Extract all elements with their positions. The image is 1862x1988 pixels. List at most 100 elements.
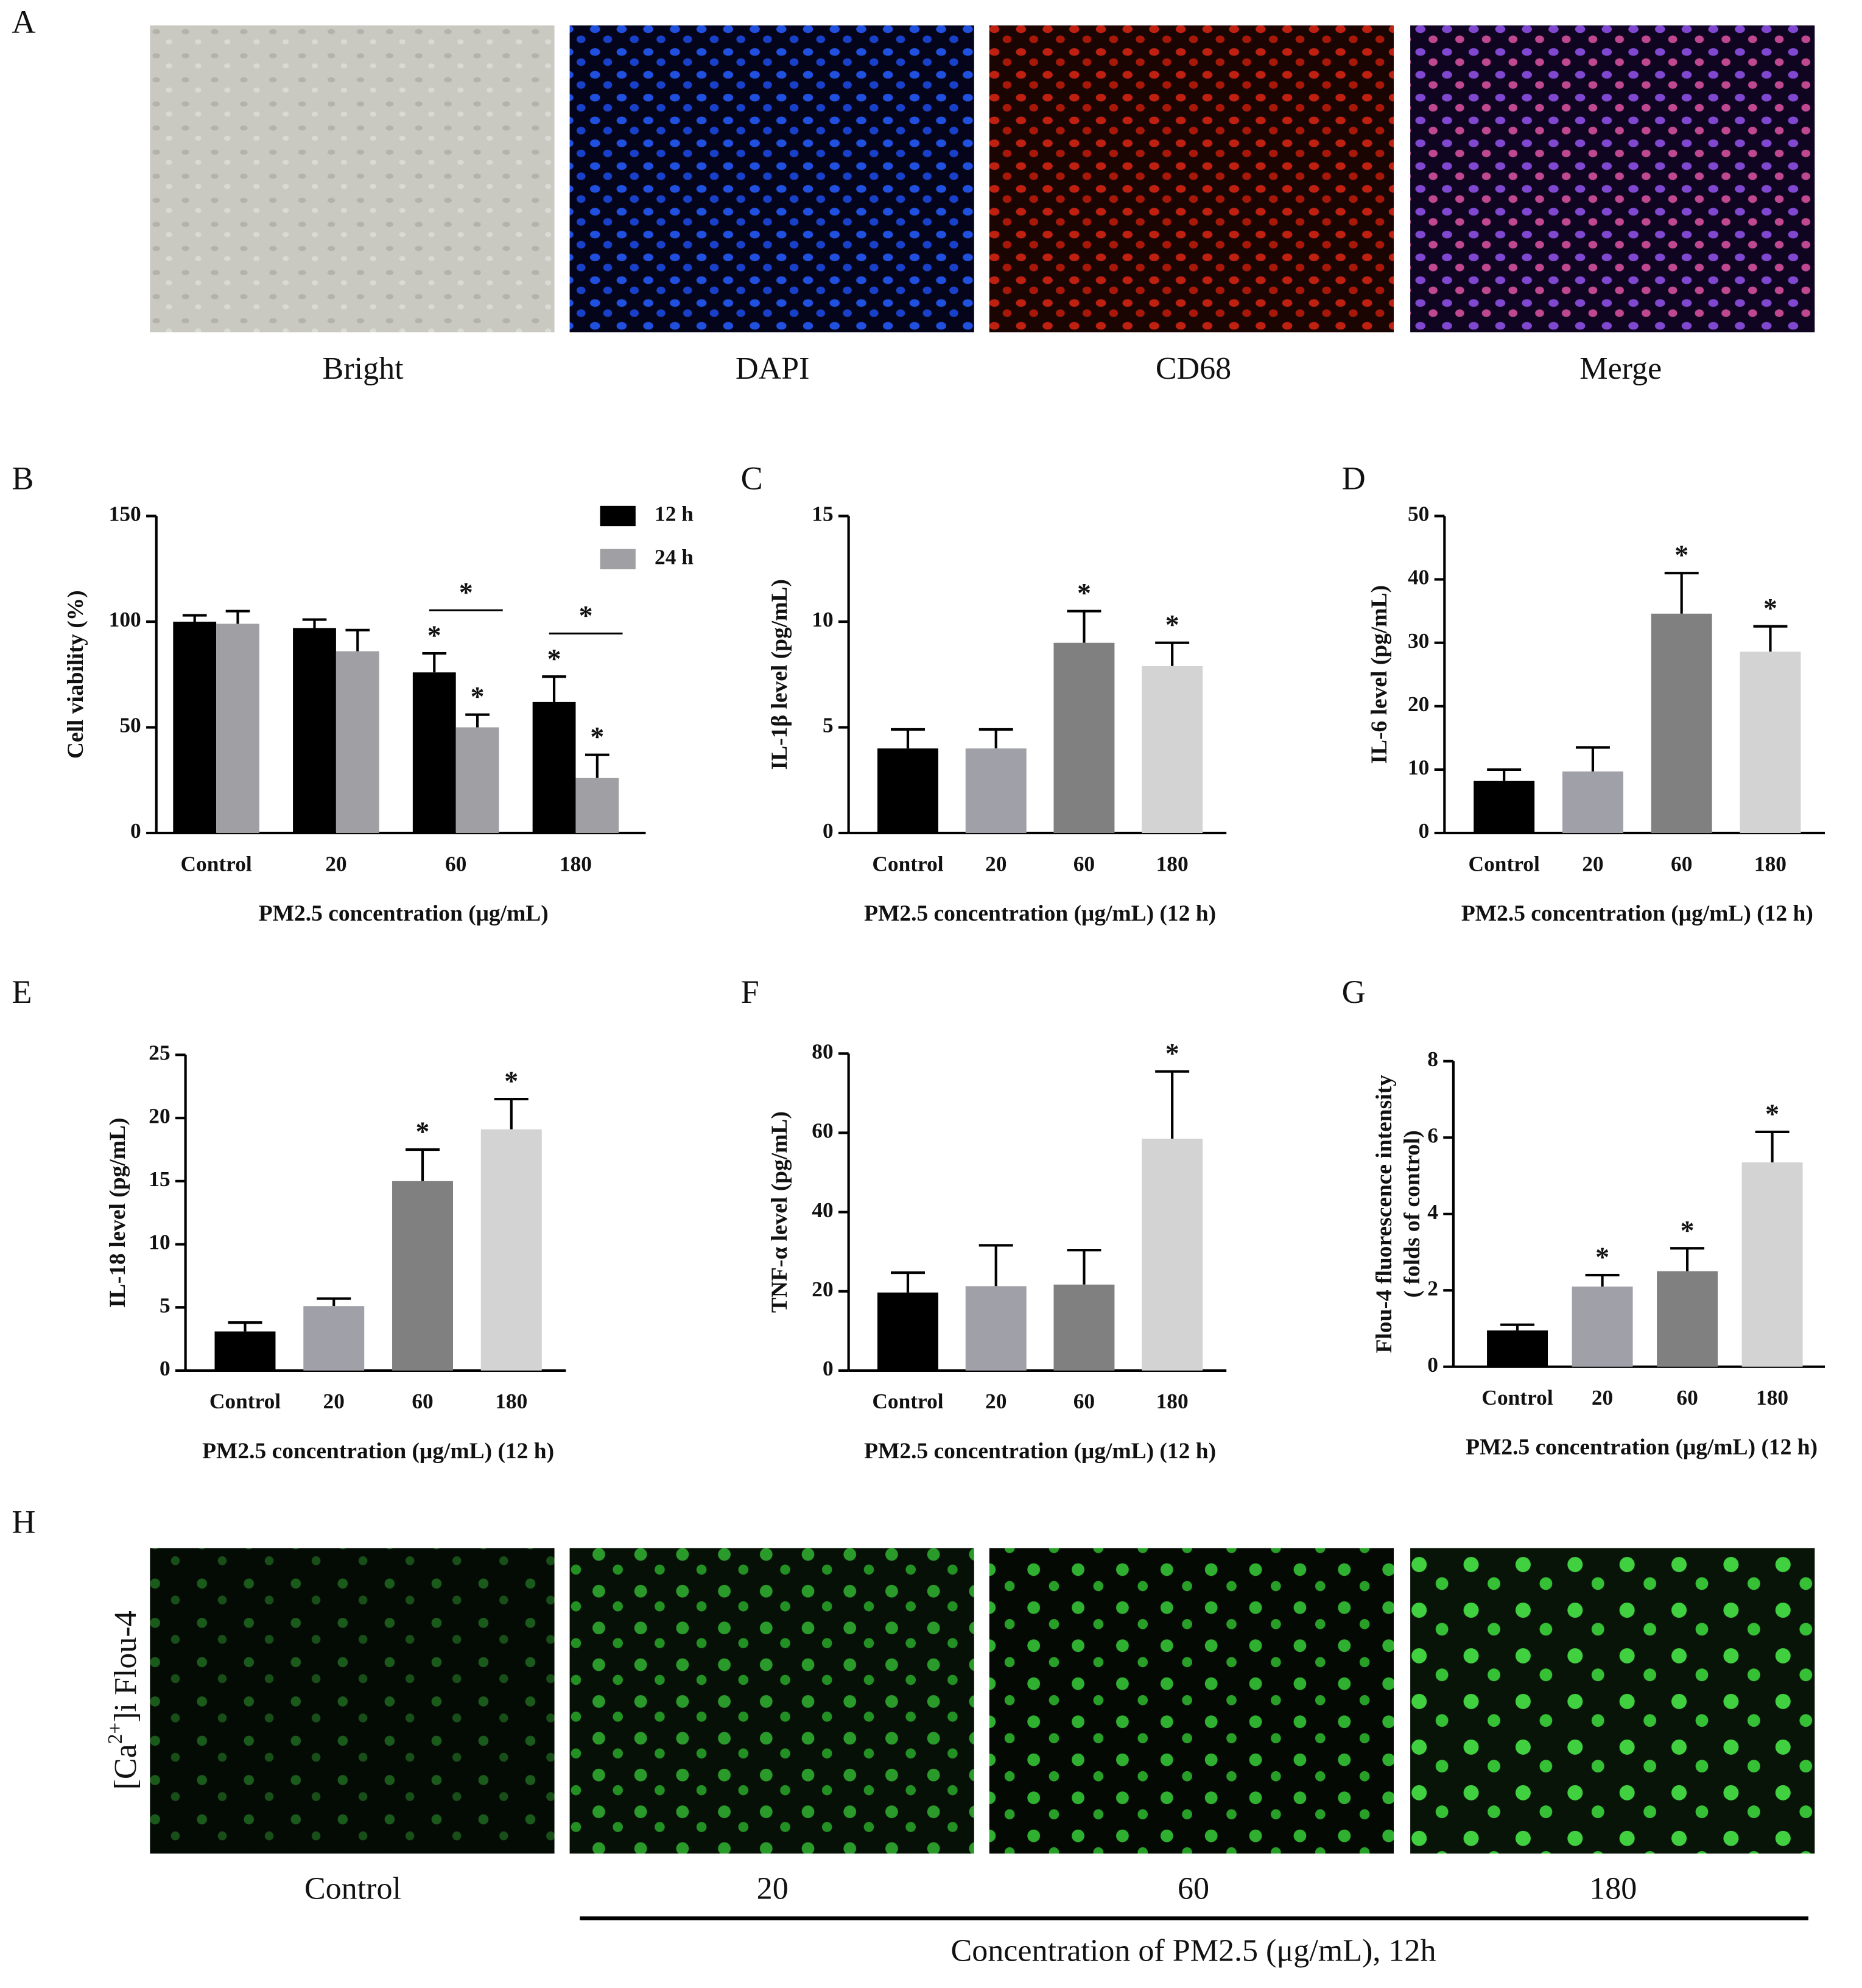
legend-swatch [600,549,636,569]
micrograph-20 [569,1548,974,1854]
x-tick-label: 20 [1592,1385,1613,1410]
y-tick-label: 20 [1408,692,1429,716]
significance-star: * [427,620,441,651]
x-tick-label: Control [872,1389,943,1413]
significance-star: * [1165,1038,1179,1069]
x-axis-label: PM2.5 concentration (μg/mL) [259,901,549,926]
y-tick-label: 50 [119,713,141,737]
y-tick-label: 2 [1427,1276,1438,1300]
x-tick-label: 180 [495,1389,527,1413]
bar [1142,1139,1203,1371]
y-tick-label: 0 [130,818,141,843]
x-axis-label: PM2.5 concentration (μg/mL) (12 h) [1466,1435,1818,1460]
significance-star: * [1674,539,1688,571]
bar [1657,1271,1718,1367]
bar [303,1306,365,1371]
x-tick-label: 180 [1756,1385,1788,1410]
y-axis-label: Cell viability (%) [63,590,88,759]
y-tick-label: 10 [812,607,833,631]
micrograph-180 [1410,1548,1815,1854]
significance-star: * [579,600,593,631]
y-tick-label: 40 [1408,565,1429,589]
micrograph-merge [1410,25,1815,332]
y-tick-label: 150 [109,502,141,526]
significance-star: * [504,1066,518,1097]
y-tick-label: 0 [160,1356,170,1380]
significance-star: * [416,1116,430,1147]
x-tick-label: 180 [560,851,592,876]
bar [1474,781,1535,834]
image-caption: CD68 [1156,351,1231,386]
y-tick-label: 50 [1408,502,1429,526]
y-tick-label: 15 [812,502,833,526]
bar [455,727,499,834]
bar [1741,1162,1803,1367]
bar [1572,1286,1633,1367]
group-label: Concentration of PM2.5 (μg/mL), 12h [951,1934,1436,1969]
x-tick-label: 180 [1156,851,1189,876]
y-axis-label: IL-18 level (pg/mL) [105,1118,130,1308]
micrograph-control [150,1548,555,1854]
y-axis-label: IL-6 level (pg/mL) [1367,585,1392,764]
y-axis-label: ( folds of control) [1400,1130,1425,1298]
x-tick-label: Control [872,851,943,876]
y-tick-label: 100 [109,607,141,631]
x-tick-label: 60 [1676,1385,1698,1410]
y-tick-label: 5 [823,713,834,737]
bar [216,623,259,834]
y-tick-label: 40 [812,1198,833,1222]
image-caption: 180 [1589,1872,1637,1906]
significance-star: * [1077,577,1091,608]
image-caption: Control [304,1872,401,1906]
y-axis-label: TNF-α level (pg/mL) [767,1111,792,1313]
x-tick-label: 180 [1754,851,1786,876]
bar [877,1292,938,1371]
significance-star: * [1763,592,1777,623]
y-axis-label: Flou-4 fluorescence intensity [1372,1075,1397,1353]
image-caption: Merge [1579,351,1662,386]
significance-star: * [1765,1098,1779,1129]
bar [1487,1330,1548,1367]
legend-label: 24 h [655,544,694,569]
row-label-superscript: 2+ [104,1723,127,1744]
panel-letter: C [741,460,763,497]
significance-star: * [590,721,604,752]
bar [1651,613,1712,834]
y-tick-label: 10 [1408,755,1429,779]
significance-star: * [1595,1242,1609,1273]
x-tick-label: 20 [1582,851,1603,876]
micrograph-dapi [569,25,974,332]
bar [532,701,576,834]
y-tick-label: 80 [812,1039,833,1063]
bar [480,1129,542,1371]
y-tick-label: 8 [1427,1047,1438,1071]
bar [1053,1284,1115,1371]
bar [336,651,379,834]
y-tick-label: 15 [149,1167,170,1191]
panel-letter: E [12,974,32,1010]
image-caption: DAPI [736,351,809,386]
significance-star: * [1681,1215,1695,1246]
image-caption: 60 [1178,1872,1209,1906]
y-tick-label: 5 [160,1293,170,1317]
x-tick-label: 20 [985,851,1007,876]
panel-letter: H [12,1503,35,1540]
significance-star: * [471,681,485,712]
y-axis-label: IL-1β level (pg/mL) [767,579,792,770]
panel-letter: F [741,974,759,1010]
y-tick-label: 0 [1427,1352,1438,1377]
micrograph-bright [150,25,555,332]
x-axis-label: PM2.5 concentration (μg/mL) (12 h) [864,1439,1216,1464]
bar [1740,652,1801,834]
y-tick-label: 20 [149,1103,170,1128]
micrograph-cd68 [989,25,1394,332]
significance-star: * [1165,609,1179,640]
y-tick-label: 30 [1408,628,1429,653]
bar [1142,666,1203,834]
bar [1562,771,1623,834]
bar [965,1286,1027,1371]
row-label-part: [Ca [108,1744,143,1790]
panel-letter: D [1342,460,1366,497]
y-tick-label: 0 [1419,818,1430,843]
